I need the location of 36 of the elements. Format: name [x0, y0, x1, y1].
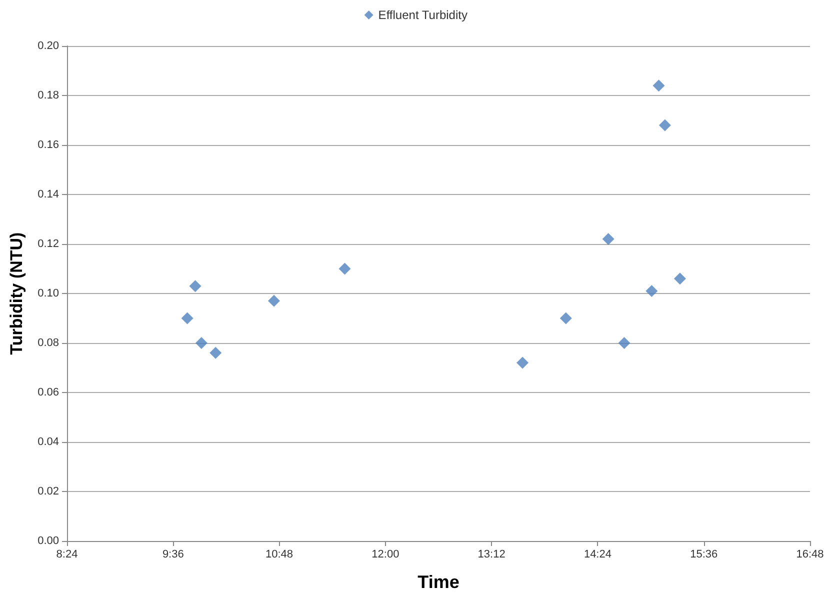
y-tick-label: 0.04 — [38, 436, 59, 448]
point — [560, 312, 572, 324]
point — [658, 119, 671, 132]
y-tick-label: 0.14 — [38, 188, 59, 200]
y-tick-label: 0.02 — [38, 486, 59, 498]
y-tick-label: 0.10 — [38, 288, 59, 300]
y-tick-label: 0.06 — [38, 386, 59, 398]
x-tick-label: 13:12 — [478, 548, 506, 560]
point — [646, 285, 658, 298]
y-tick-label: 0.20 — [38, 40, 59, 52]
point — [516, 356, 529, 369]
x-tick-label: 9:36 — [162, 548, 184, 560]
point — [268, 294, 280, 307]
point — [181, 312, 194, 324]
x-axis-title: Time — [418, 572, 460, 592]
point — [189, 280, 202, 292]
x-tick-label: 12:00 — [372, 548, 400, 560]
point — [195, 337, 208, 349]
y-tick-label: 0.08 — [38, 337, 59, 349]
y-axis-title: Turbidity (NTU) — [7, 232, 26, 355]
point — [652, 80, 665, 92]
y-tick-label: 0.18 — [38, 90, 59, 102]
y-tick-label: 0.12 — [38, 238, 59, 250]
legend-label: Effluent Turbidity — [378, 8, 468, 22]
x-tick-label: 14:24 — [584, 548, 612, 560]
point — [602, 233, 614, 246]
point — [618, 337, 630, 349]
point — [338, 262, 351, 275]
point — [210, 346, 222, 359]
x-tick-label: 10:48 — [266, 548, 294, 560]
y-tick-label: 0.16 — [38, 139, 59, 151]
x-tick-label: 15:36 — [690, 548, 718, 560]
x-tick-label: 8:24 — [56, 548, 78, 560]
point — [674, 272, 686, 285]
x-tick-label: 16:48 — [796, 548, 824, 560]
y-tick-label: 0.00 — [38, 535, 59, 547]
